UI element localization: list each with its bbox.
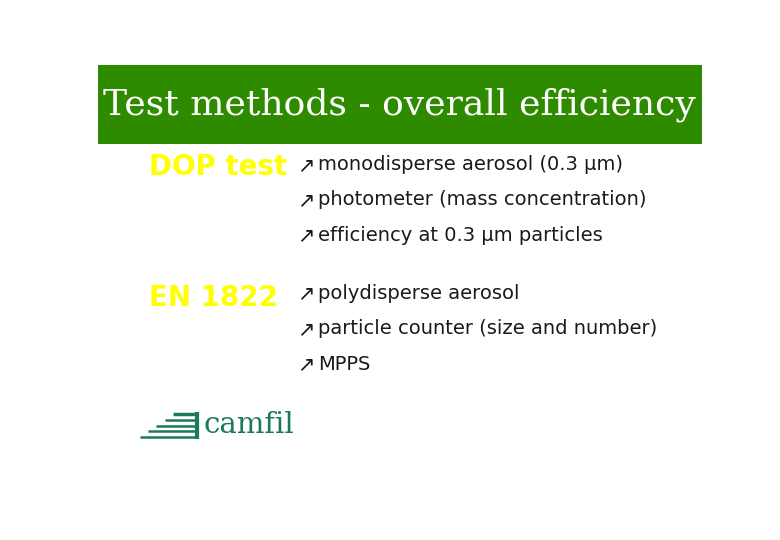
Text: ↗: ↗	[297, 319, 314, 339]
Text: ↗: ↗	[297, 225, 314, 245]
Text: MPPS: MPPS	[318, 355, 370, 374]
Text: ↗: ↗	[297, 154, 314, 174]
Text: photometer (mass concentration): photometer (mass concentration)	[318, 191, 647, 210]
Text: ↗: ↗	[297, 354, 314, 374]
Text: DOP test: DOP test	[149, 153, 287, 181]
Text: EN 1822: EN 1822	[149, 284, 278, 312]
Text: monodisperse aerosol (0.3 μm): monodisperse aerosol (0.3 μm)	[318, 155, 623, 174]
Bar	[98, 65, 702, 144]
Text: ↗: ↗	[297, 284, 314, 303]
Text: efficiency at 0.3 μm particles: efficiency at 0.3 μm particles	[318, 226, 603, 245]
Text: Test methods - overall efficiency: Test methods - overall efficiency	[104, 87, 696, 122]
Text: polydisperse aerosol: polydisperse aerosol	[318, 284, 519, 303]
Text: particle counter (size and number): particle counter (size and number)	[318, 319, 658, 339]
Text: ↗: ↗	[297, 190, 314, 210]
Text: camfil: camfil	[204, 411, 294, 440]
